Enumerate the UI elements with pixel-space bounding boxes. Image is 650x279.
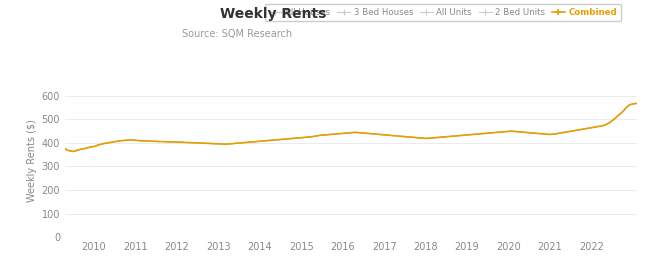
- Text: Source: SQM Research: Source: SQM Research: [182, 29, 292, 39]
- Legend: All Houses, 3 Bed Houses, All Units, 2 Bed Units, Combined: All Houses, 3 Bed Houses, All Units, 2 B…: [265, 4, 621, 21]
- Y-axis label: Weekly Rents ($): Weekly Rents ($): [27, 119, 38, 202]
- Text: Weekly Rents: Weekly Rents: [220, 7, 326, 21]
